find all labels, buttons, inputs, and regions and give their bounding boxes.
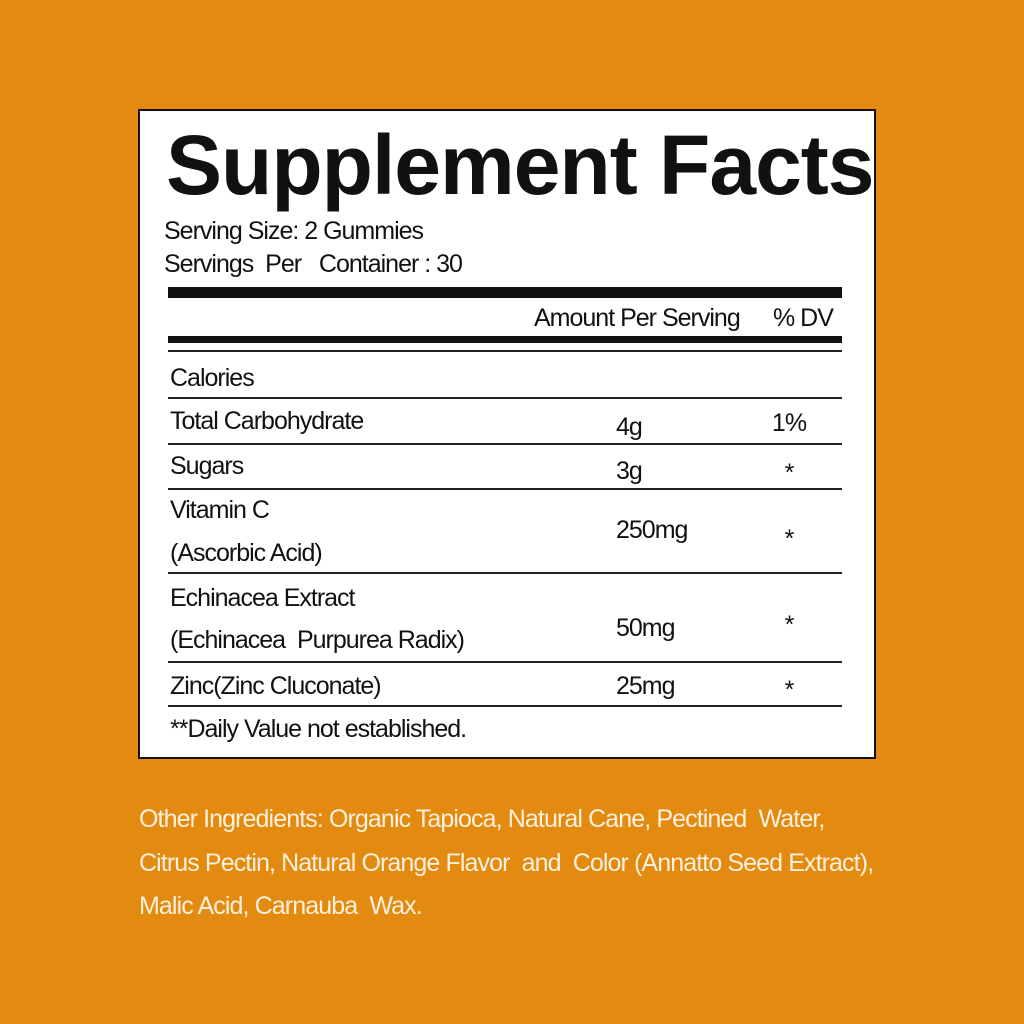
divider (168, 572, 842, 574)
row-subname: (Ascorbic Acid) (170, 539, 323, 567)
row-name: Zinc(Zinc Cluconate) (170, 672, 382, 700)
servings-per-container: Servings Per Container : 30 (164, 250, 463, 278)
header-amount: Amount Per Serving (534, 304, 741, 332)
other-ingredients-line: Malic Acid, Carnauba Wax. (139, 892, 423, 920)
panel-title: Supplement Facts (166, 118, 874, 212)
thick-divider (168, 287, 842, 298)
row-dv: 1% (771, 409, 807, 437)
row-dv: * (784, 676, 795, 704)
header-divider (168, 336, 842, 343)
divider (168, 661, 842, 663)
serving-size: Serving Size: 2 Gummies (164, 217, 424, 245)
other-ingredients-line: Other Ingredients: Organic Tapioca, Natu… (139, 805, 825, 833)
row-name: Vitamin C (170, 496, 270, 524)
other-ingredients: Other Ingredients: Organic Tapioca, Natu… (139, 798, 874, 929)
row-dv: * (784, 459, 795, 487)
row-amount: 50mg (616, 614, 676, 642)
row-name: Echinacea Extract (170, 584, 355, 612)
row-amount: 4g (616, 413, 643, 441)
divider (168, 443, 842, 445)
divider (168, 397, 842, 399)
footnote: **Daily Value not established. (170, 715, 467, 743)
row-amount: 25mg (616, 672, 676, 700)
row-amount: 3g (616, 457, 643, 485)
divider (168, 488, 842, 490)
row-name: Sugars (170, 452, 244, 480)
header-dv: % DV (773, 304, 834, 332)
row-name: Calories (170, 364, 255, 392)
row-subname: (Echinacea Purpurea Radix) (170, 626, 465, 654)
divider (168, 705, 842, 707)
row-name: Total Carbohydrate (170, 407, 364, 435)
divider (168, 350, 842, 352)
row-dv: * (784, 611, 795, 639)
row-amount: 250mg (616, 516, 688, 544)
row-dv: * (784, 525, 795, 553)
supplement-facts-panel: Supplement Facts Serving Size: 2 Gummies… (138, 109, 876, 759)
other-ingredients-line: Citrus Pectin, Natural Orange Flavor and… (139, 848, 874, 877)
